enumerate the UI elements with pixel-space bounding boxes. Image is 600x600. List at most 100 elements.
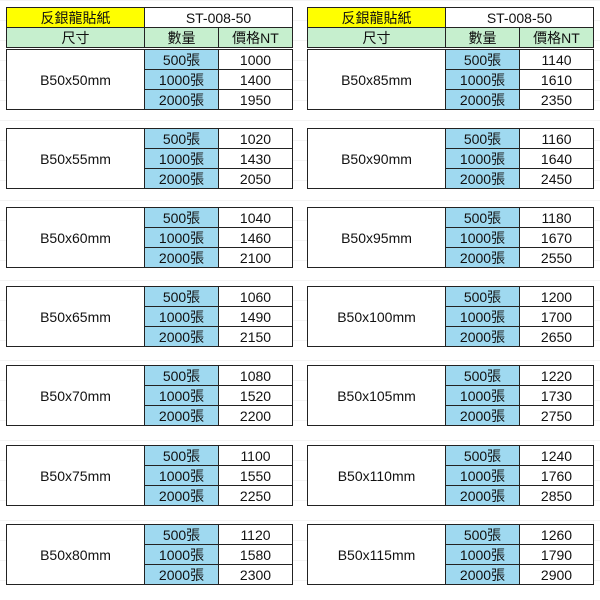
price-cell[interactable]: 1000 — [218, 49, 293, 70]
quantity-cell[interactable]: 2000張 — [144, 168, 219, 189]
quantity-cell[interactable]: 2000張 — [445, 247, 520, 268]
quantity-cell[interactable]: 2000張 — [445, 564, 520, 585]
price-cell[interactable]: 1020 — [218, 128, 293, 149]
quantity-cell[interactable]: 2000張 — [144, 485, 219, 506]
size-cell[interactable]: B50x70mm — [6, 365, 145, 426]
price-cell[interactable]: 1160 — [519, 128, 594, 149]
price-cell[interactable]: 1060 — [218, 286, 293, 307]
price-cell[interactable]: 1490 — [218, 306, 293, 327]
quantity-cell[interactable]: 1000張 — [144, 148, 219, 169]
price-cell[interactable]: 2450 — [519, 168, 594, 189]
price-cell[interactable]: 1180 — [519, 207, 594, 228]
size-cell[interactable]: B50x60mm — [6, 207, 145, 268]
size-cell[interactable]: B50x110mm — [307, 445, 446, 506]
quantity-cell[interactable]: 2000張 — [445, 326, 520, 347]
quantity-cell[interactable]: 2000張 — [144, 564, 219, 585]
price-cell[interactable]: 2100 — [218, 247, 293, 268]
price-cell[interactable]: 1080 — [218, 365, 293, 386]
quantity-cell[interactable]: 500張 — [445, 286, 520, 307]
quantity-cell[interactable]: 2000張 — [144, 89, 219, 110]
size-cell[interactable]: B50x85mm — [307, 49, 446, 110]
price-cell[interactable]: 1700 — [519, 306, 594, 327]
header-quantity: 數量 — [144, 27, 219, 48]
price-cell[interactable]: 1760 — [519, 465, 594, 486]
price-cell[interactable]: 1520 — [218, 385, 293, 406]
quantity-cell[interactable]: 2000張 — [445, 168, 520, 189]
price-cell[interactable]: 1550 — [218, 465, 293, 486]
quantity-cell[interactable]: 500張 — [445, 128, 520, 149]
quantity-cell[interactable]: 1000張 — [144, 306, 219, 327]
price-cell[interactable]: 2650 — [519, 326, 594, 347]
price-cell[interactable]: 1430 — [218, 148, 293, 169]
quantity-cell[interactable]: 500張 — [144, 445, 219, 466]
size-cell[interactable]: B50x65mm — [6, 286, 145, 347]
size-cell[interactable]: B50x95mm — [307, 207, 446, 268]
price-cell[interactable]: 1260 — [519, 524, 594, 545]
price-cell[interactable]: 1100 — [218, 445, 293, 466]
quantity-cell[interactable]: 500張 — [144, 49, 219, 70]
price-cell[interactable]: 2250 — [218, 485, 293, 506]
price-cell[interactable]: 1140 — [519, 49, 594, 70]
price-cell[interactable]: 2300 — [218, 564, 293, 585]
price-cell[interactable]: 2200 — [218, 405, 293, 426]
price-cell[interactable]: 1220 — [519, 365, 594, 386]
quantity-cell[interactable]: 1000張 — [445, 465, 520, 486]
quantity-cell[interactable]: 1000張 — [445, 544, 520, 565]
price-cell[interactable]: 1640 — [519, 148, 594, 169]
quantity-cell[interactable]: 1000張 — [144, 227, 219, 248]
price-cell[interactable]: 2900 — [519, 564, 594, 585]
quantity-cell[interactable]: 500張 — [445, 207, 520, 228]
quantity-cell[interactable]: 2000張 — [144, 326, 219, 347]
product-code: ST-008-50 — [144, 7, 293, 28]
price-cell[interactable]: 1400 — [218, 69, 293, 90]
quantity-cell[interactable]: 500張 — [445, 365, 520, 386]
size-cell[interactable]: B50x75mm — [6, 445, 145, 506]
quantity-cell[interactable]: 2000張 — [445, 485, 520, 506]
quantity-cell[interactable]: 500張 — [144, 128, 219, 149]
quantity-cell[interactable]: 2000張 — [445, 89, 520, 110]
quantity-cell[interactable]: 500張 — [445, 524, 520, 545]
price-cell[interactable]: 2050 — [218, 168, 293, 189]
size-cell[interactable]: B50x115mm — [307, 524, 446, 585]
price-cell[interactable]: 1040 — [218, 207, 293, 228]
price-cell[interactable]: 1670 — [519, 227, 594, 248]
quantity-cell[interactable]: 1000張 — [445, 306, 520, 327]
price-cell[interactable]: 1580 — [218, 544, 293, 565]
quantity-cell[interactable]: 1000張 — [445, 148, 520, 169]
price-cell[interactable]: 2750 — [519, 405, 594, 426]
price-cell[interactable]: 1460 — [218, 227, 293, 248]
price-cell[interactable]: 1950 — [218, 89, 293, 110]
quantity-cell[interactable]: 2000張 — [445, 405, 520, 426]
quantity-cell[interactable]: 1000張 — [445, 385, 520, 406]
quantity-cell[interactable]: 500張 — [144, 286, 219, 307]
size-cell[interactable]: B50x80mm — [6, 524, 145, 585]
price-cell[interactable]: 1240 — [519, 445, 594, 466]
size-cell[interactable]: B50x100mm — [307, 286, 446, 347]
quantity-cell[interactable]: 500張 — [445, 445, 520, 466]
quantity-cell[interactable]: 1000張 — [144, 465, 219, 486]
quantity-cell[interactable]: 500張 — [144, 207, 219, 228]
size-cell[interactable]: B50x105mm — [307, 365, 446, 426]
quantity-cell[interactable]: 500張 — [144, 365, 219, 386]
price-cell[interactable]: 2550 — [519, 247, 594, 268]
quantity-cell[interactable]: 2000張 — [144, 405, 219, 426]
quantity-cell[interactable]: 1000張 — [445, 69, 520, 90]
quantity-cell[interactable]: 1000張 — [144, 544, 219, 565]
price-cell[interactable]: 1610 — [519, 69, 594, 90]
price-cell[interactable]: 1790 — [519, 544, 594, 565]
size-cell[interactable]: B50x50mm — [6, 49, 145, 110]
quantity-cell[interactable]: 500張 — [144, 524, 219, 545]
quantity-cell[interactable]: 2000張 — [144, 247, 219, 268]
price-cell[interactable]: 1730 — [519, 385, 594, 406]
quantity-cell[interactable]: 1000張 — [144, 385, 219, 406]
price-cell[interactable]: 2350 — [519, 89, 594, 110]
quantity-cell[interactable]: 1000張 — [144, 69, 219, 90]
price-cell[interactable]: 2850 — [519, 485, 594, 506]
price-cell[interactable]: 2150 — [218, 326, 293, 347]
price-cell[interactable]: 1120 — [218, 524, 293, 545]
price-cell[interactable]: 1200 — [519, 286, 594, 307]
size-cell[interactable]: B50x55mm — [6, 128, 145, 189]
quantity-cell[interactable]: 1000張 — [445, 227, 520, 248]
size-cell[interactable]: B50x90mm — [307, 128, 446, 189]
quantity-cell[interactable]: 500張 — [445, 49, 520, 70]
